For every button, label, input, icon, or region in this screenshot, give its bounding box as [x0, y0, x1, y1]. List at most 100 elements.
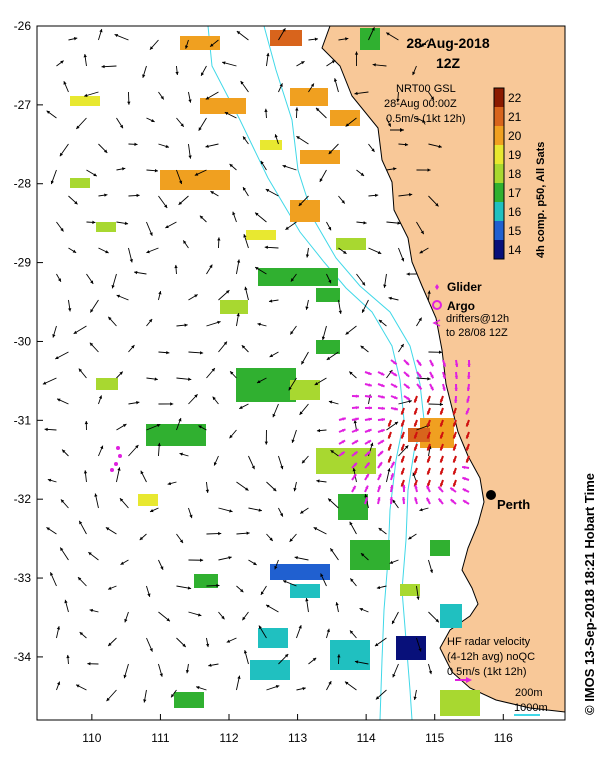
current-arrow: [345, 117, 357, 127]
current-arrow: [116, 371, 124, 379]
colorbar-segment: [494, 183, 504, 202]
current-arrow: [232, 211, 237, 223]
hf-radar-arrow: [414, 496, 418, 505]
current-arrow: [326, 351, 339, 361]
current-arrow: [56, 626, 61, 639]
current-arrow: [354, 51, 359, 67]
current-arrow: [319, 169, 327, 183]
current-arrow: [56, 60, 64, 67]
current-arrow: [56, 221, 64, 232]
current-arrow: [321, 325, 327, 341]
current-arrow: [176, 637, 187, 648]
current-arrow: [398, 399, 412, 405]
hf-radar-arrow: [429, 359, 435, 367]
current-arrow: [419, 507, 429, 512]
current-arrow: [420, 39, 429, 48]
current-arrow: [239, 403, 249, 410]
current-arrow: [313, 527, 327, 535]
hf-radar-arrow: [351, 450, 359, 457]
hf-radar-arrow: [400, 419, 405, 427]
hf-radar-arrow: [462, 476, 470, 481]
hf-radar-arrow: [465, 443, 470, 451]
current-arrow: [282, 164, 297, 171]
current-arrow: [209, 39, 219, 48]
current-arrow: [83, 91, 99, 97]
hf-radar-arrow: [364, 406, 373, 410]
hf-radar-arrow: [377, 371, 385, 376]
current-arrow: [89, 608, 99, 613]
hf-radar-arrow: [364, 485, 369, 493]
current-arrow: [328, 400, 339, 405]
current-arrow: [386, 221, 401, 225]
current-arrow: [194, 169, 207, 176]
current-arrow: [290, 273, 297, 282]
hf-radar-arrows: [338, 359, 471, 505]
current-arrow: [56, 273, 62, 283]
current-arrow: [86, 220, 96, 225]
current-arrow: [398, 247, 405, 262]
current-arrow: [264, 108, 268, 119]
colorbar-segment: [494, 240, 504, 259]
current-arrow: [60, 499, 69, 509]
hf-radar-arrow: [390, 383, 398, 389]
glider-marker: [435, 284, 439, 290]
current-arrow: [301, 351, 309, 365]
current-arrow: [78, 368, 87, 379]
colorbar-segment: [494, 126, 504, 145]
hf-radar-arrow: [390, 461, 396, 469]
contour-1000m: [263, 26, 425, 720]
hf-radar-arrow: [364, 461, 371, 469]
hf-radar-arrow: [439, 395, 444, 403]
current-arrow: [84, 420, 89, 431]
current-arrow: [143, 689, 147, 703]
current-arrow: [146, 423, 161, 431]
credit-text: © IMOS 13-Sep-2018 18:21 Hobart Time: [582, 473, 597, 715]
current-arrow: [288, 377, 297, 391]
hf-radar-arrow: [377, 473, 382, 481]
current-arrow: [188, 507, 193, 519]
sst-patches: [70, 28, 480, 716]
current-arrow: [56, 398, 69, 405]
current-arrow: [188, 294, 198, 301]
current-arrow: [316, 428, 327, 433]
current-arrow: [236, 259, 241, 275]
x-tick-label: 115: [425, 731, 444, 745]
current-arrow: [146, 318, 153, 327]
hf-radar-arrow: [465, 431, 470, 439]
current-arrow: [349, 630, 357, 639]
hf-radar-arrow: [439, 431, 444, 439]
current-arrow: [282, 580, 297, 587]
current-arrow: [354, 91, 369, 96]
current-arrow: [46, 527, 57, 535]
current-arrow: [68, 299, 72, 312]
current-arrow: [149, 507, 159, 513]
current-arrow: [278, 507, 284, 517]
hf-radar-arrow: [416, 371, 423, 379]
current-arrow: [176, 323, 188, 327]
current-arrow: [236, 312, 240, 327]
current-arrow: [256, 377, 267, 384]
current-arrow: [265, 188, 279, 197]
current-arrow: [127, 91, 131, 105]
current-arrow: [278, 455, 284, 470]
current-arrow: [218, 611, 225, 620]
current-arrow: [244, 286, 249, 301]
x-tick-label: 113: [288, 731, 307, 745]
current-arrow: [123, 663, 129, 679]
current-arrow: [75, 684, 87, 691]
current-arrow: [257, 322, 267, 327]
current-arrow: [344, 681, 357, 691]
hf-radar-arrow: [439, 467, 444, 475]
current-arrow: [236, 531, 250, 535]
current-arrow: [98, 193, 108, 197]
hf-radar-arrow: [390, 407, 399, 411]
hf-radar-arrow: [429, 383, 435, 391]
current-arrow: [128, 193, 140, 198]
current-arrow: [416, 168, 431, 172]
current-arrow: [205, 91, 219, 100]
current-arrow: [120, 559, 129, 565]
current-arrow: [254, 266, 267, 275]
current-arrow: [88, 551, 99, 561]
current-arrow: [158, 663, 163, 677]
